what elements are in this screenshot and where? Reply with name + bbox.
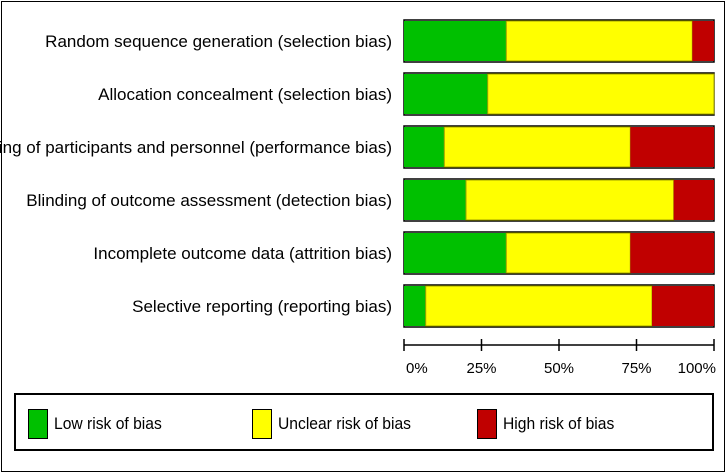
bar-segment-low (404, 21, 507, 61)
category-label: Blinding of outcome assessment (detectio… (26, 191, 392, 210)
chart-legend: Low risk of bias Unclear risk of bias Hi… (14, 393, 714, 451)
bar-segment-unclear (505, 232, 631, 274)
category-label: Selective reporting (reporting bias) (132, 297, 392, 316)
bar-segment-low (404, 286, 426, 326)
category-label: Blinding of participants and personnel (… (0, 138, 392, 157)
x-tick-label: 0% (406, 360, 428, 377)
bar-segment-unclear (425, 285, 653, 327)
category-label: Incomplete outcome data (attrition bias) (93, 244, 392, 263)
x-tick-label: 50% (544, 360, 574, 377)
legend-item-high: High risk of bias (477, 409, 624, 439)
bar-segment-high (630, 233, 714, 273)
bar-segment-high (652, 286, 714, 326)
category-label: Allocation concealment (selection bias) (98, 85, 392, 104)
legend-item-low: Low risk of bias (28, 409, 171, 439)
bar-segment-low (404, 233, 507, 273)
category-label: Random sequence generation (selection bi… (45, 32, 392, 51)
bar-segment-unclear (465, 179, 675, 221)
x-tick-label: 100% (678, 360, 716, 377)
x-tick-label: 25% (466, 360, 496, 377)
bar-segment-high (630, 127, 714, 167)
bar-segment-low (404, 74, 488, 114)
legend-label-high: High risk of bias (503, 414, 615, 433)
legend-item-unclear: Unclear risk of bias (252, 409, 423, 439)
bar-segment-unclear (443, 126, 631, 168)
legend-label-unclear: Unclear risk of bias (278, 414, 411, 433)
legend-swatch-unclear (252, 409, 272, 439)
bar-segment-unclear (487, 73, 715, 115)
legend-swatch-high (477, 409, 497, 439)
bar-segment-unclear (505, 20, 693, 62)
bar-segment-low (404, 127, 445, 167)
legend-swatch-low (28, 409, 48, 439)
x-tick-label: 75% (621, 360, 651, 377)
bar-segment-high (673, 180, 714, 220)
bar-segment-low (404, 180, 466, 220)
legend-label-low: Low risk of bias (54, 414, 162, 433)
bar-segment-high (692, 21, 714, 61)
